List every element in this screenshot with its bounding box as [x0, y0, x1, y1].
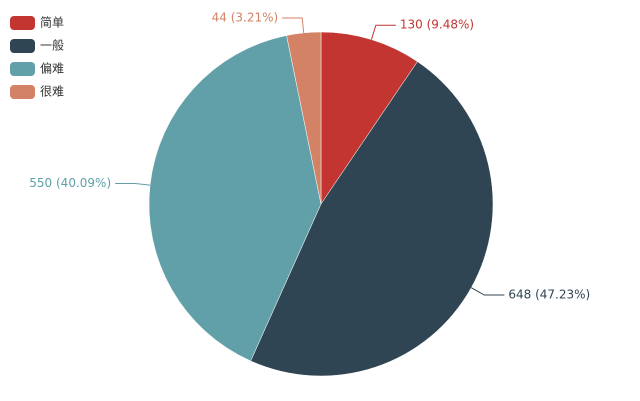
legend-swatch[interactable]: [10, 85, 35, 99]
data-label: 550 (40.09%): [29, 176, 111, 190]
label-line: [115, 182, 151, 186]
label-line: [370, 24, 396, 40]
pie-slice: [286, 31, 322, 205]
legend-label[interactable]: 简单: [40, 16, 64, 30]
data-label: 130 (9.48%): [400, 18, 474, 32]
legend-swatch[interactable]: [10, 16, 35, 30]
data-label: 648 (47.23%): [508, 288, 590, 302]
label-line: [282, 17, 305, 33]
legend-label[interactable]: 一般: [40, 38, 64, 53]
legend-swatch[interactable]: [10, 39, 35, 53]
label-line: [471, 287, 505, 296]
legend-swatch[interactable]: [10, 62, 35, 76]
legend-label[interactable]: 很难: [40, 85, 64, 99]
legend-label[interactable]: 偏难: [40, 61, 64, 76]
pie-slice: [250, 61, 494, 377]
pie-slice: [148, 35, 322, 362]
data-label: 44 (3.21%): [212, 10, 279, 24]
